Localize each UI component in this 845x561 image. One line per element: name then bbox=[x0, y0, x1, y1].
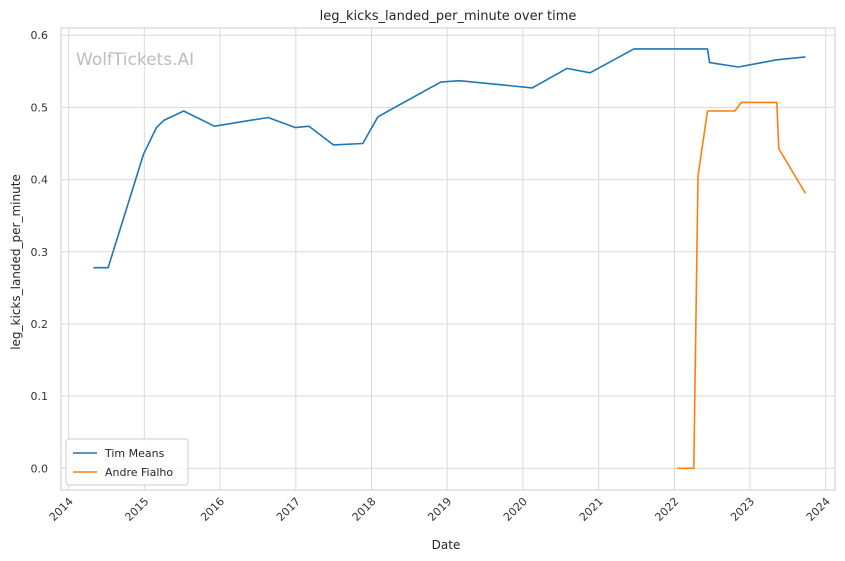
y-tick-label: 0.4 bbox=[31, 174, 49, 187]
y-tick-label: 0.6 bbox=[31, 29, 49, 42]
grid bbox=[61, 28, 835, 490]
x-tick-label: 2014 bbox=[47, 495, 76, 524]
y-tick-label: 0.0 bbox=[31, 462, 49, 475]
x-tick-label: 2022 bbox=[652, 495, 681, 524]
y-axis-label: leg_kicks_landed_per_minute bbox=[9, 174, 23, 350]
series-lines bbox=[93, 48, 807, 470]
x-tick-label: 2019 bbox=[425, 495, 454, 524]
y-tick-label: 0.3 bbox=[31, 246, 49, 259]
x-tick-label: 2020 bbox=[501, 495, 530, 524]
x-tick-label: 2023 bbox=[728, 495, 757, 524]
plot-frame bbox=[60, 27, 836, 491]
watermark: WolfTickets.AI bbox=[76, 50, 194, 70]
legend-label-tim-means: Tim Means bbox=[104, 447, 165, 460]
x-tick-label: 2015 bbox=[122, 495, 151, 524]
x-tick-label: 2024 bbox=[804, 495, 833, 524]
chart-title: leg_kicks_landed_per_minute over time bbox=[320, 9, 577, 24]
x-tick-label: 2018 bbox=[350, 495, 379, 524]
x-tick-label: 2021 bbox=[577, 495, 606, 524]
x-axis-label: Date bbox=[432, 538, 461, 552]
plot-background bbox=[61, 28, 835, 490]
x-tick-label: 2017 bbox=[274, 495, 303, 524]
y-tick-label: 0.1 bbox=[31, 390, 49, 403]
series-line-andre-fialho bbox=[677, 101, 807, 470]
legend: Tim Means Andre Fialho bbox=[65, 438, 189, 486]
y-tick-label: 0.5 bbox=[31, 101, 49, 114]
legend-label-andre-fialho: Andre Fialho bbox=[105, 466, 173, 479]
legend-box bbox=[65, 438, 189, 486]
x-tick-label: 2016 bbox=[198, 495, 227, 524]
y-tick-label: 0.2 bbox=[31, 318, 49, 331]
series-line-tim-means bbox=[93, 48, 806, 269]
